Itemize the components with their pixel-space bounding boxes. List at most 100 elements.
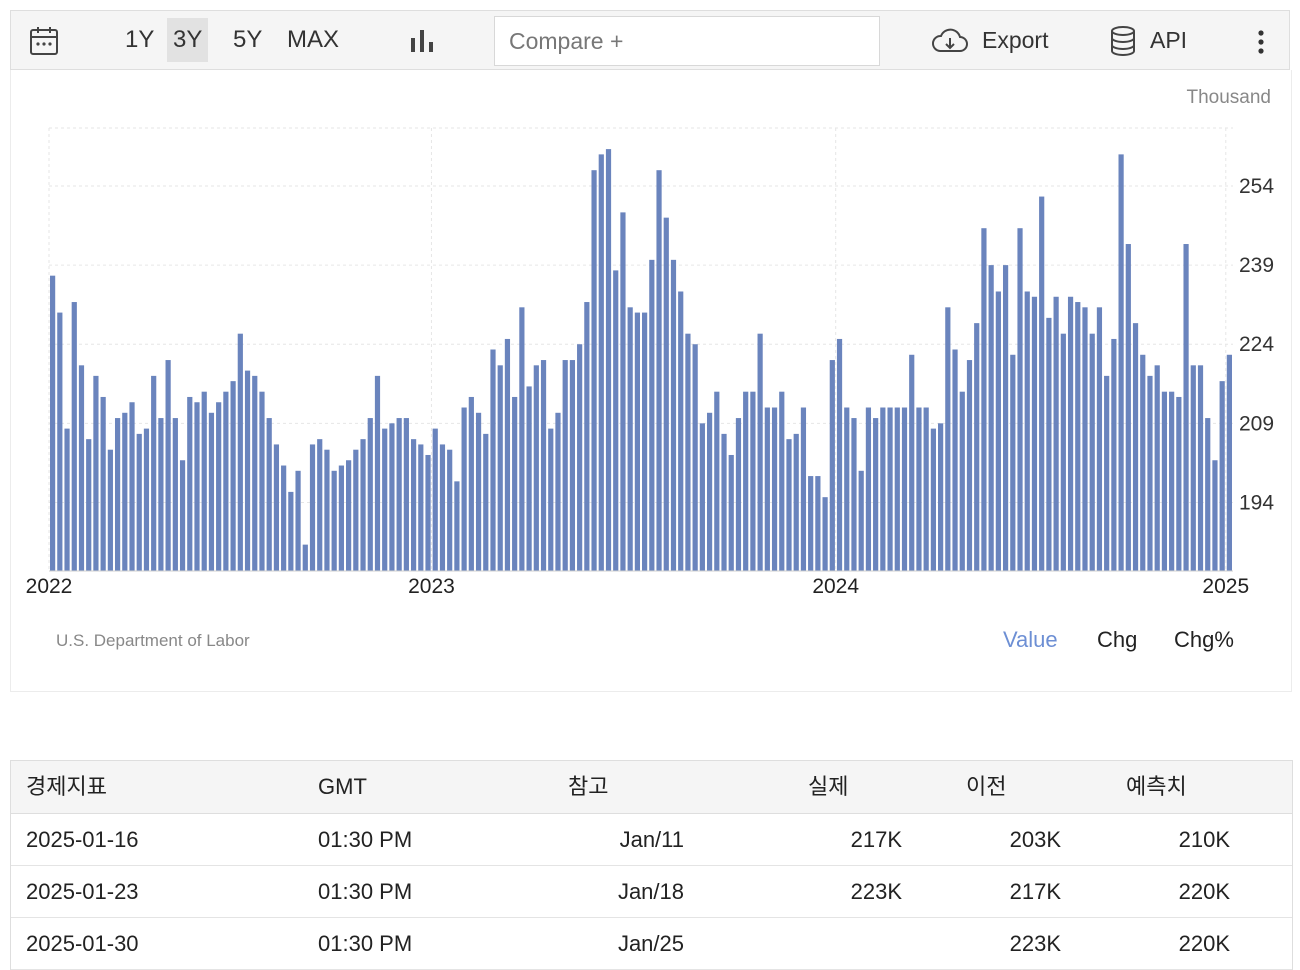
bar[interactable] xyxy=(591,170,597,571)
bar[interactable] xyxy=(844,407,850,571)
bar[interactable] xyxy=(714,391,720,571)
bar[interactable] xyxy=(808,476,814,571)
bar[interactable] xyxy=(663,217,669,571)
bar[interactable] xyxy=(1046,317,1052,571)
bar[interactable] xyxy=(873,418,879,571)
bar[interactable] xyxy=(237,333,243,571)
bar[interactable] xyxy=(728,454,734,571)
range-1y-button[interactable]: 1Y xyxy=(125,26,155,53)
bar[interactable] xyxy=(620,212,626,571)
bar[interactable] xyxy=(685,333,691,571)
bar[interactable] xyxy=(93,375,99,571)
bar[interactable] xyxy=(324,449,330,571)
bar[interactable] xyxy=(143,428,150,571)
bar[interactable] xyxy=(64,428,70,571)
bar[interactable] xyxy=(836,338,843,571)
bar[interactable] xyxy=(151,375,157,571)
bar[interactable] xyxy=(1219,381,1225,571)
bar[interactable] xyxy=(273,444,280,571)
bar[interactable] xyxy=(974,323,980,571)
bar[interactable] xyxy=(114,418,121,571)
bar[interactable] xyxy=(1039,196,1045,571)
bar[interactable] xyxy=(244,370,251,571)
bar[interactable] xyxy=(136,433,142,571)
bar[interactable] xyxy=(1169,391,1175,571)
bar[interactable] xyxy=(331,470,337,571)
bar[interactable] xyxy=(483,433,489,571)
bar[interactable] xyxy=(129,402,135,571)
bar[interactable] xyxy=(692,344,698,571)
bar[interactable] xyxy=(706,412,713,571)
bar[interactable] xyxy=(562,360,568,571)
bar[interactable] xyxy=(613,270,619,571)
mode-chg-pct-button[interactable]: Chg% xyxy=(1174,627,1234,652)
bar[interactable] xyxy=(201,391,207,571)
bar[interactable] xyxy=(771,407,778,571)
bar[interactable] xyxy=(57,312,63,571)
range-5y-button[interactable]: 5Y xyxy=(233,26,263,53)
bar[interactable] xyxy=(1205,418,1211,571)
bar[interactable] xyxy=(288,491,294,571)
bar[interactable] xyxy=(353,449,359,571)
bar[interactable] xyxy=(50,275,56,571)
bar[interactable] xyxy=(382,428,388,571)
bar[interactable] xyxy=(497,365,503,571)
bar[interactable] xyxy=(577,344,583,571)
bar[interactable] xyxy=(295,470,301,571)
bar[interactable] xyxy=(1197,365,1204,571)
range-3y-button[interactable]: 3Y xyxy=(167,18,209,62)
bar[interactable] xyxy=(100,396,106,571)
database-icon[interactable] xyxy=(1110,25,1136,57)
bar[interactable] xyxy=(360,439,366,571)
bar[interactable] xyxy=(1226,354,1232,571)
cloud-download-icon[interactable] xyxy=(931,27,969,55)
bar[interactable] xyxy=(548,428,554,571)
bar[interactable] xyxy=(1017,228,1023,571)
bar[interactable] xyxy=(916,407,922,571)
bar[interactable] xyxy=(627,307,633,571)
bar[interactable] xyxy=(678,291,684,571)
mode-value-button[interactable]: Value xyxy=(1003,627,1058,652)
bar[interactable] xyxy=(309,444,316,571)
export-button[interactable]: Export xyxy=(982,27,1049,53)
bar[interactable] xyxy=(786,439,792,571)
bar[interactable] xyxy=(938,423,944,571)
bar[interactable] xyxy=(1125,244,1131,571)
bar[interactable] xyxy=(230,381,236,571)
bar[interactable] xyxy=(822,497,828,571)
bar[interactable] xyxy=(194,402,200,571)
bar[interactable] xyxy=(179,460,186,571)
bar[interactable] xyxy=(1082,307,1088,571)
bar[interactable] xyxy=(512,396,518,571)
bar[interactable] xyxy=(959,391,965,571)
bar[interactable] xyxy=(1031,296,1038,571)
bar[interactable] xyxy=(1118,154,1124,571)
bar[interactable] xyxy=(432,428,438,571)
bar[interactable] xyxy=(1010,354,1016,571)
bar[interactable] xyxy=(425,454,431,571)
bar[interactable] xyxy=(403,418,409,571)
bar[interactable] xyxy=(1053,296,1059,571)
calendar-icon[interactable] xyxy=(29,25,59,57)
bar[interactable] xyxy=(526,386,532,571)
bar[interactable] xyxy=(750,391,756,571)
bar[interactable] xyxy=(743,391,749,571)
bar[interactable] xyxy=(815,476,821,571)
bar[interactable] xyxy=(555,412,561,571)
bar[interactable] xyxy=(945,307,951,571)
bar[interactable] xyxy=(1183,244,1189,571)
bar[interactable] xyxy=(966,360,973,571)
bar[interactable] xyxy=(396,418,402,571)
bar[interactable] xyxy=(952,349,958,572)
bar[interactable] xyxy=(1147,375,1153,571)
bar[interactable] xyxy=(1067,296,1074,571)
bar[interactable] xyxy=(851,418,857,571)
bar[interactable] xyxy=(389,423,395,571)
bar[interactable] xyxy=(1096,307,1103,571)
bar[interactable] xyxy=(930,428,936,571)
bar[interactable] xyxy=(634,312,640,571)
bar[interactable] xyxy=(107,449,113,571)
bar[interactable] xyxy=(302,544,308,571)
range-max-button[interactable]: MAX xyxy=(287,26,340,53)
bar[interactable] xyxy=(158,418,164,571)
